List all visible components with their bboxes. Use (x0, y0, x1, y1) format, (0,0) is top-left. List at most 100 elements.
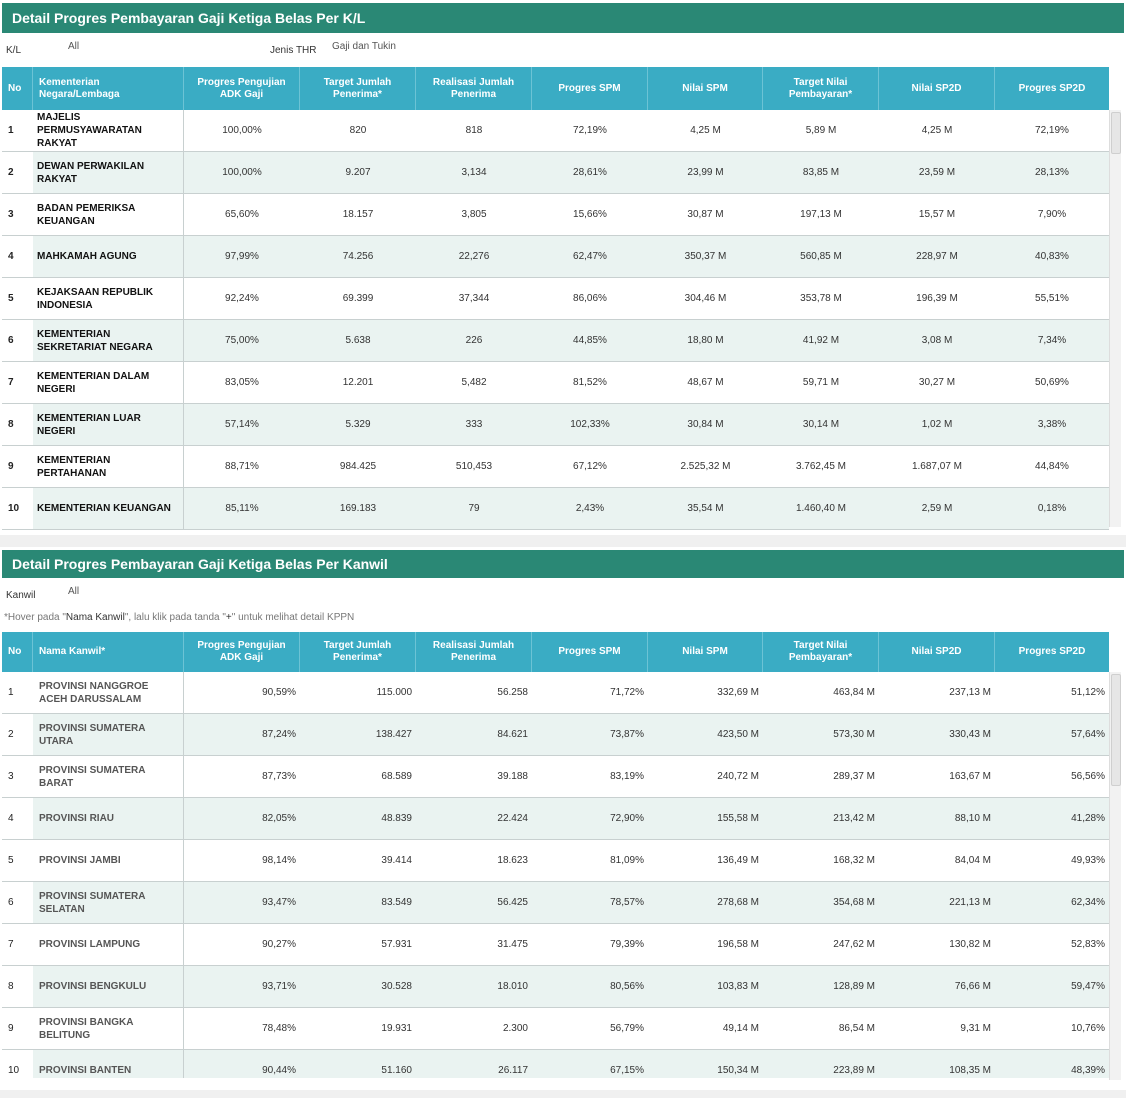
table-cell: 5,89 M (805, 125, 837, 136)
column-header[interactable]: Realisasi Jumlah Penerima (416, 67, 532, 110)
row-name-cell[interactable]: KEMENTERIAN DALAM NEGERI (33, 362, 184, 403)
column-header[interactable]: Nilai SPM (648, 632, 763, 672)
row-name-cell[interactable]: PROVINSI RIAU (33, 798, 184, 839)
table-row[interactable]: 5 PROVINSI JAMBI 98,14% 39.414 18.623 81,09% 1… (2, 840, 1109, 882)
column-header[interactable]: Nama Kanwil* (33, 632, 184, 672)
kl-scrollbar-thumb[interactable] (1111, 112, 1121, 154)
table-row[interactable]: 6 PROVINSI SUMATERA SELATAN 93,47% 83.549 56… (2, 882, 1109, 924)
column-header[interactable]: Target Nilai Pembayaran* (763, 632, 879, 672)
row-name-cell[interactable]: PROVINSI JAMBI (33, 840, 184, 881)
table-cell: 1.460,40 M (763, 488, 879, 529)
table-row[interactable]: 7 PROVINSI LAMPUNG 90,27% 57.931 31.475 79,39… (2, 924, 1109, 966)
table-row[interactable]: 7 KEMENTERIAN DALAM NEGERI 83,05% 12.201 5,4… (2, 362, 1109, 404)
table-cell: 67,15% (532, 1050, 648, 1078)
table-cell: 23,59 M (879, 152, 995, 193)
table-cell: 247,62 M (833, 939, 875, 950)
column-header[interactable]: Progres SP2D (1018, 646, 1086, 657)
table-row[interactable]: 2 DEWAN PERWAKILAN RAKYAT 100,00% 9.207 3,13… (2, 152, 1109, 194)
kl-filter-dropdown[interactable]: All (68, 41, 80, 52)
table-row[interactable]: 10 PROVINSI BANTEN 90,44% 51.160 26.117 67,15… (2, 1050, 1109, 1078)
table-cell: 56,56% (1071, 771, 1105, 782)
row-name-cell[interactable]: PROVINSI LAMPUNG (33, 924, 184, 965)
table-cell: 72,19% (1035, 125, 1069, 136)
table-cell: 15,57 M (918, 209, 956, 220)
table-row[interactable]: 5 KEJAKSAAN REPUBLIK INDONESIA 92,24% 69.39… (2, 278, 1109, 320)
row-name-cell[interactable]: BADAN PEMERIKSA KEUANGAN (33, 194, 184, 235)
row-name-cell[interactable]: KEMENTERIAN KEUANGAN (33, 488, 184, 529)
column-header[interactable]: Kementerian Negara/Lembaga (33, 67, 184, 110)
table-row[interactable]: 6 KEMENTERIAN SEKRETARIAT NEGARA 75,00% 5.6… (2, 320, 1109, 362)
column-header[interactable]: Target Jumlah Penerima* (300, 632, 416, 672)
column-header[interactable]: Nilai SP2D (879, 632, 995, 672)
table-row[interactable]: 2 PROVINSI SUMATERA UTARA 87,24% 138.427 84.… (2, 714, 1109, 756)
kanwil-scrollbar-thumb[interactable] (1111, 674, 1121, 786)
table-cell: 1,02 M (879, 404, 995, 445)
row-name-cell[interactable]: KEMENTERIAN LUAR NEGERI (33, 404, 184, 445)
row-name-cell[interactable]: MAHKAMAH AGUNG (33, 236, 184, 277)
column-header[interactable]: No (2, 632, 33, 672)
table-row[interactable]: 9 KEMENTERIAN PERTAHANAN 88,71% 984.425 510,… (2, 446, 1109, 488)
hint-part: *Hover pada " (4, 612, 66, 623)
table-cell: 1.687,07 M (911, 461, 963, 472)
table-cell: 2.300 (502, 1023, 528, 1034)
table-cell: 3,134 (416, 152, 532, 193)
table-cell: 221,13 M (879, 882, 995, 923)
column-header[interactable]: Nilai SPM (648, 67, 763, 110)
kanwil-table-scrollbar[interactable] (1109, 672, 1121, 1080)
table-cell: 55,51% (1035, 293, 1069, 304)
table-row[interactable]: 9 PROVINSI BANGKA BELITUNG 78,48% 19.931 2.3… (2, 1008, 1109, 1050)
row-name-cell[interactable]: PROVINSI BANTEN (33, 1050, 184, 1078)
jenis-thr-filter-dropdown[interactable]: Gaji dan Tukin (332, 41, 396, 52)
row-name-cell[interactable]: KEMENTERIAN PERTAHANAN (33, 446, 184, 487)
row-name-cell[interactable]: PROVINSI SUMATERA UTARA (33, 714, 184, 755)
row-name-cell[interactable]: MAJELIS PERMUSYAWARATAN RAKYAT (33, 110, 184, 151)
table-row[interactable]: 4 MAHKAMAH AGUNG 97,99% 74.256 22,276 62,47% 3… (2, 236, 1109, 278)
table-row[interactable]: 10 KEMENTERIAN KEUANGAN 85,11% 169.183 79 2,4… (2, 488, 1109, 530)
row-name-cell[interactable]: PROVINSI BENGKULU (33, 966, 184, 1007)
table-row[interactable]: 8 KEMENTERIAN LUAR NEGERI 57,14% 5.329 333 10… (2, 404, 1109, 446)
column-header[interactable]: Target Nilai Pembayaran* (763, 67, 879, 110)
row-number: 2 (8, 729, 14, 740)
row-name-cell[interactable]: DEWAN PERWAKILAN RAKYAT (33, 152, 184, 193)
column-header[interactable]: Progres Pengujian ADK Gaji (184, 632, 300, 672)
table-cell: 10,76% (1071, 1023, 1105, 1034)
column-header[interactable]: Progres SP2D (1018, 82, 1086, 94)
column-header[interactable]: Progres Pengujian ADK Gaji (184, 67, 300, 110)
table-cell: 93,71% (184, 966, 300, 1007)
column-header[interactable]: Realisasi Jumlah Penerima (416, 632, 532, 672)
table-row[interactable]: 1 PROVINSI NANGGROE ACEH DARUSSALAM 90,59%… (2, 672, 1109, 714)
table-row[interactable]: 3 PROVINSI SUMATERA BARAT 87,73% 68.589 39.1… (2, 756, 1109, 798)
row-name-cell[interactable]: PROVINSI SUMATERA SELATAN (33, 882, 184, 923)
row-name-cell[interactable]: KEJAKSAAN REPUBLIK INDONESIA (33, 278, 184, 319)
table-cell: 573,30 M (763, 714, 879, 755)
kl-table-scrollbar[interactable] (1109, 110, 1121, 527)
row-name-cell[interactable]: PROVINSI NANGGROE ACEH DARUSSALAM (33, 672, 184, 713)
section-divider (0, 535, 1126, 547)
column-header[interactable]: Target Jumlah Penerima* (300, 67, 416, 110)
table-cell: 136,49 M (717, 855, 759, 866)
table-cell: 2,59 M (879, 488, 995, 529)
row-name-cell[interactable]: KEMENTERIAN SEKRETARIAT NEGARA (33, 320, 184, 361)
table-cell: 155,58 M (648, 798, 763, 839)
row-name-cell[interactable]: PROVINSI BANGKA BELITUNG (33, 1008, 184, 1049)
kanwil-filter-dropdown[interactable]: All (68, 586, 80, 597)
table-row[interactable]: 3 BADAN PEMERIKSA KEUANGAN 65,60% 18.157 3,8… (2, 194, 1109, 236)
column-header[interactable]: Nilai SP2D (879, 67, 995, 110)
column-header[interactable]: Progres SPM (532, 67, 648, 110)
table-cell: 197,13 M (800, 209, 842, 220)
table-row[interactable]: 1 MAJELIS PERMUSYAWARATAN RAKYAT 100,00% 82… (2, 110, 1109, 152)
table-row[interactable]: 4 PROVINSI RIAU 82,05% 48.839 22.424 72,90% 15… (2, 798, 1109, 840)
table-cell: 3,08 M (879, 320, 995, 361)
row-number: 9 (8, 461, 14, 472)
column-header[interactable]: No (2, 67, 33, 110)
hint-part: " untuk melihat detail KPPN (231, 612, 355, 623)
row-name-cell[interactable]: PROVINSI SUMATERA BARAT (33, 756, 184, 797)
row-number: 7 (8, 377, 14, 388)
column-header[interactable]: Progres SPM (532, 632, 648, 672)
row-number: 4 (8, 251, 14, 262)
table-row[interactable]: 8 PROVINSI BENGKULU 93,71% 30.528 18.010 80,5… (2, 966, 1109, 1008)
table-cell: 4,25 M (690, 125, 721, 136)
table-cell: 41,28% (995, 798, 1109, 839)
row-number: 5 (8, 855, 14, 866)
table-cell: 44,84% (1035, 461, 1069, 472)
